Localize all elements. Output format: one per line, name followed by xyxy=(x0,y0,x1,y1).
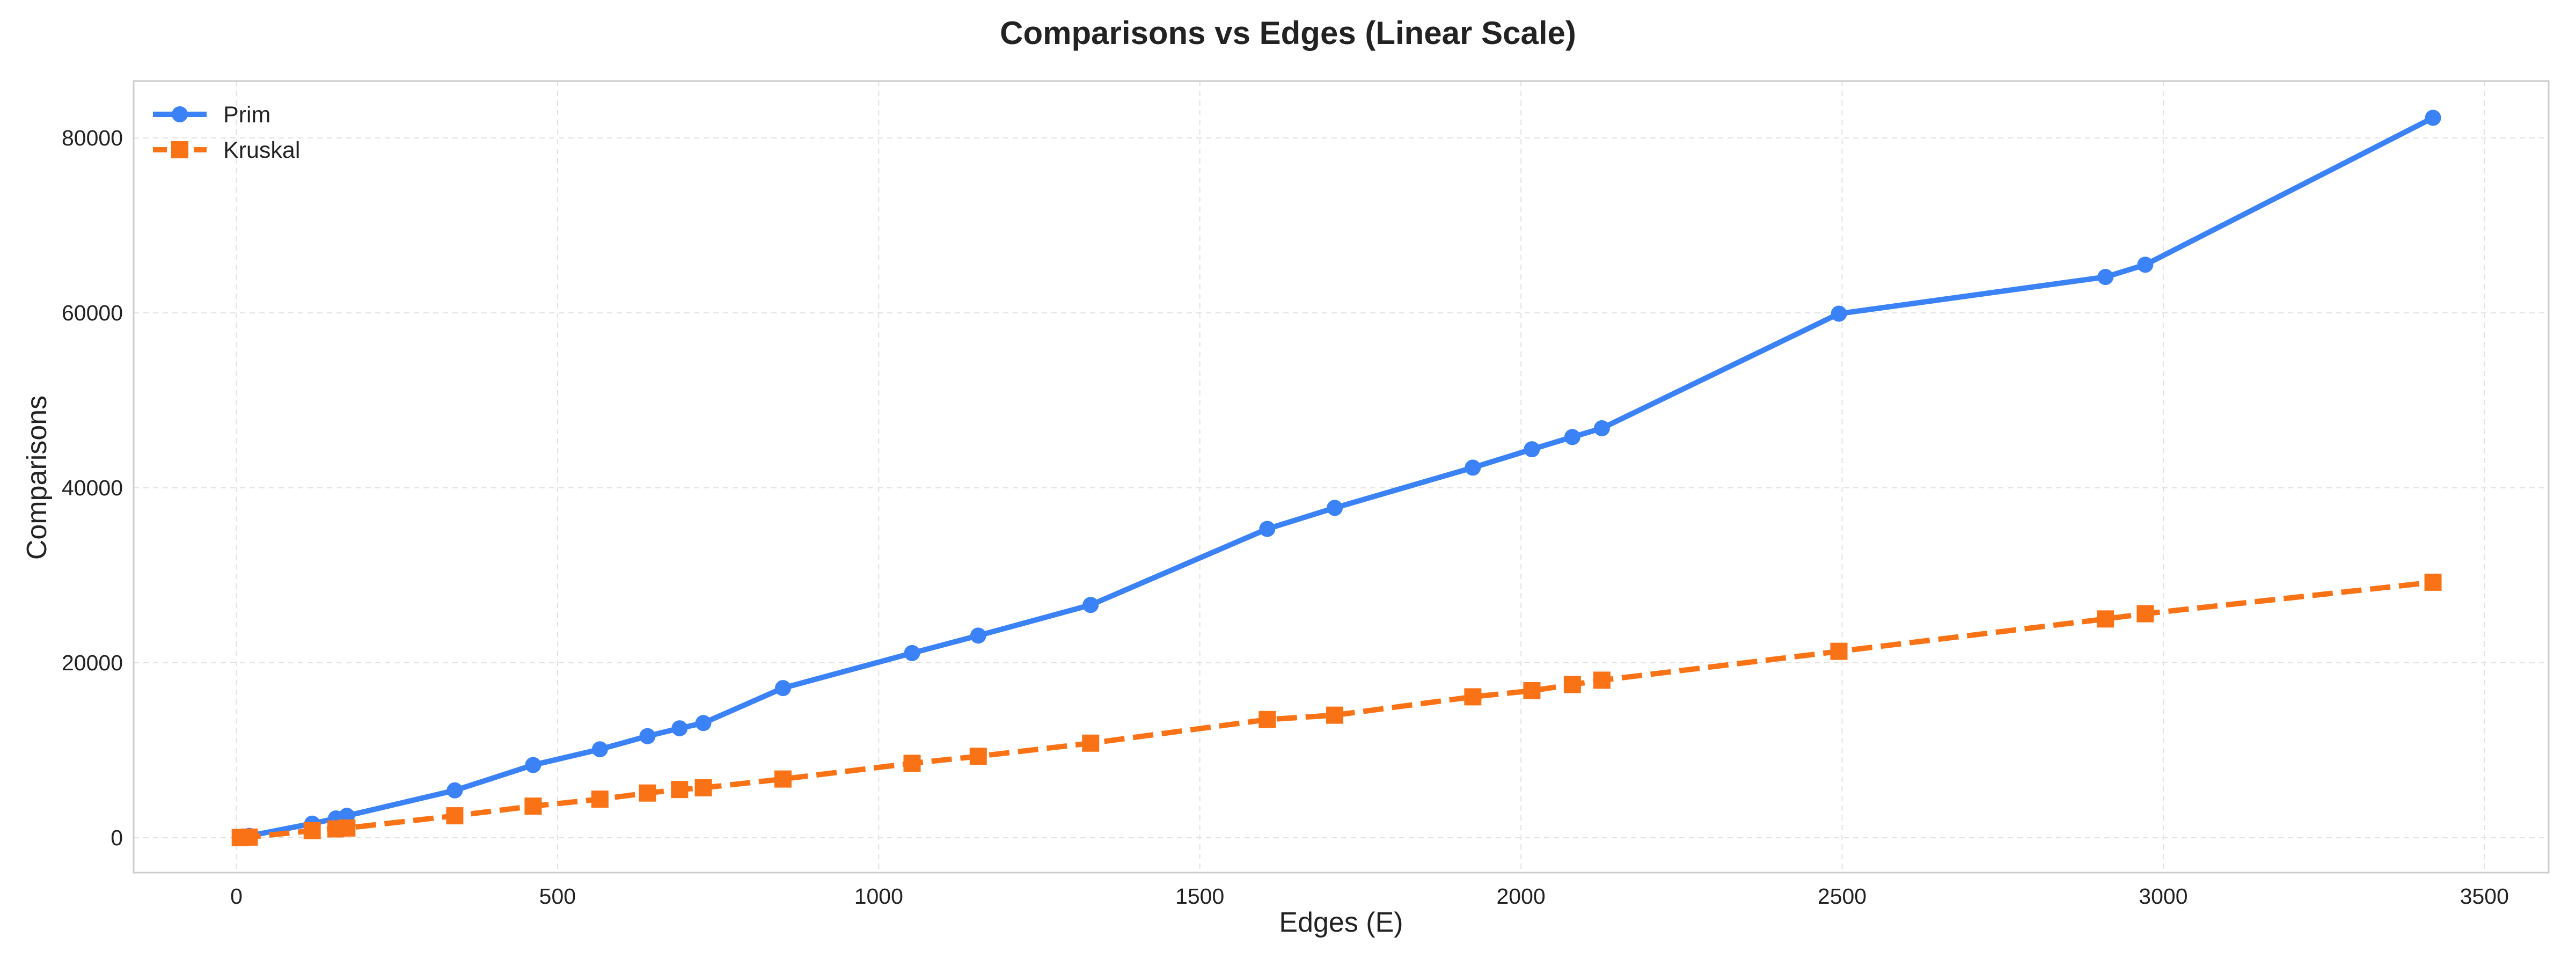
prim-point xyxy=(904,645,920,661)
legend: Prim Kruskal xyxy=(153,102,300,163)
kruskal-point xyxy=(2097,610,2114,628)
x-axis-label: Edges (E) xyxy=(1279,907,1403,938)
tick-labels: 0 500 1000 1500 2000 2500 3000 3500 0 20000 40000 6… xyxy=(62,126,2509,909)
kruskal-point xyxy=(1082,734,1100,752)
prim-point xyxy=(2097,269,2114,286)
plot-area xyxy=(133,80,2550,874)
kruskal-point xyxy=(774,770,792,788)
grid xyxy=(134,81,2549,873)
x-tick-label: 1500 xyxy=(1175,884,1224,909)
y-tick-label: 60000 xyxy=(62,301,123,325)
prim-point xyxy=(1327,500,1343,516)
kruskal-series xyxy=(231,573,2442,846)
x-tick-label: 3500 xyxy=(2460,884,2509,909)
x-tick-label: 0 xyxy=(230,884,243,909)
legend-label-prim: Prim xyxy=(223,102,270,128)
kruskal-point xyxy=(1258,711,1276,728)
x-tick-label: 500 xyxy=(539,884,576,909)
kruskal-point xyxy=(1464,688,1482,706)
kruskal-point xyxy=(591,791,609,808)
legend-marker-prim xyxy=(172,106,188,122)
prim-point xyxy=(671,720,688,737)
prim-point xyxy=(639,728,656,744)
prim-point xyxy=(591,741,608,758)
prim-point xyxy=(1082,597,1099,613)
y-tick-label: 80000 xyxy=(62,126,123,150)
kruskal-point xyxy=(524,797,542,815)
prim-point xyxy=(1465,459,1481,476)
prim-point xyxy=(695,715,712,731)
x-tick-label: 2000 xyxy=(1496,884,1545,909)
prim-point xyxy=(774,680,791,697)
kruskal-point xyxy=(1523,682,1541,699)
kruskal-point xyxy=(338,819,356,837)
kruskal-point xyxy=(1830,642,1848,660)
legend-marker-kruskal xyxy=(171,141,188,158)
prim-point xyxy=(1831,305,1847,322)
prim-point xyxy=(1593,420,1610,437)
prim-point xyxy=(2425,109,2441,126)
kruskal-point xyxy=(903,755,921,772)
series-layer xyxy=(231,109,2442,846)
kruskal-point xyxy=(694,779,712,796)
y-tick-label: 0 xyxy=(111,825,123,850)
x-tick-label: 2500 xyxy=(1818,884,1867,909)
prim-point xyxy=(2137,257,2154,273)
y-axis-label: Comparisons xyxy=(21,396,53,560)
x-tick-label: 1000 xyxy=(854,884,903,909)
kruskal-point xyxy=(639,784,656,802)
legend-item-prim: Prim xyxy=(153,102,270,128)
prim-point xyxy=(525,757,541,773)
y-tick-label: 40000 xyxy=(62,475,123,500)
prim-point xyxy=(1259,521,1276,537)
prim-point xyxy=(1524,441,1540,458)
chart-title: Comparisons vs Edges (Linear Scale) xyxy=(1000,15,1576,51)
kruskal-point xyxy=(446,807,464,825)
legend-item-kruskal: Kruskal xyxy=(153,137,300,163)
prim-point xyxy=(1564,429,1580,445)
kruskal-point xyxy=(671,781,689,799)
prim-point xyxy=(447,782,463,799)
kruskal-point xyxy=(969,748,987,765)
kruskal-point xyxy=(1563,676,1581,693)
kruskal-point xyxy=(240,828,258,846)
y-tick-label: 20000 xyxy=(62,650,123,675)
kruskal-point xyxy=(1593,671,1611,689)
kruskal-point xyxy=(2424,573,2442,591)
legend-label-kruskal: Kruskal xyxy=(223,137,300,163)
prim-point xyxy=(970,627,986,644)
x-tick-label: 3000 xyxy=(2139,884,2187,909)
kruskal-point xyxy=(1326,706,1344,724)
kruskal-point xyxy=(2136,605,2154,623)
kruskal-point xyxy=(303,822,321,839)
